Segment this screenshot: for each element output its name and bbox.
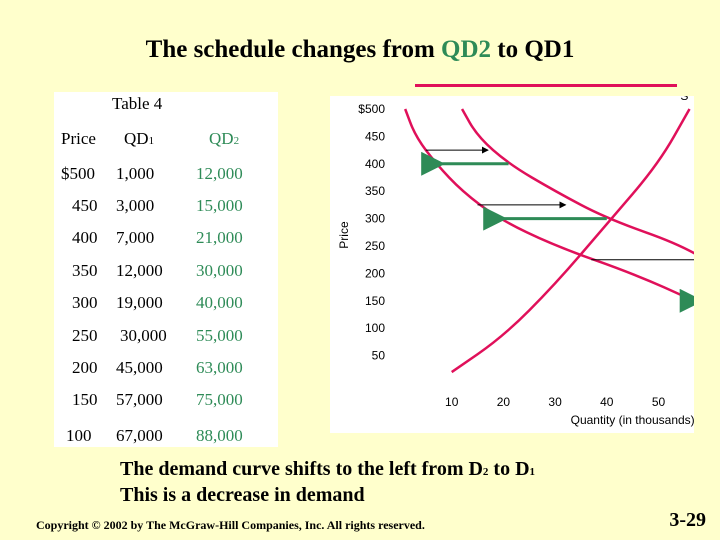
table-cell-price: 100 (66, 426, 92, 445)
x-tick-label: 10 (445, 395, 459, 409)
table-cell-qd1: 7,000 (116, 228, 155, 247)
footer-line-1: The demand curve shifts to the left from… (120, 458, 536, 480)
y-axis-label: Price (337, 221, 351, 249)
table-cell-price: 200 (72, 358, 98, 377)
slide-number: 3-29 (669, 509, 706, 531)
table-cell-price: $500 (61, 164, 95, 183)
table-cell-qd1: 19,000 (116, 293, 163, 312)
table-cell-qd1: 57,000 (116, 390, 163, 409)
title-suffix: to QD1 (491, 36, 575, 63)
y-tick-label: 250 (365, 239, 385, 253)
table-cell-price: 150 (72, 390, 98, 409)
x-tick-label: 20 (497, 395, 511, 409)
table-cell-qd2: 15,000 (196, 196, 243, 215)
table-cell-qd1: 45,000 (116, 358, 163, 377)
y-tick-label: 200 (365, 266, 385, 280)
table-cell-qd1: 1,000 (116, 164, 155, 183)
copyright-notice: Copyright © 2002 by The McGraw-Hill Comp… (36, 518, 425, 532)
title-highlight: QD2 (441, 36, 492, 63)
table-cell-qd2: 55,000 (196, 326, 243, 345)
table-cell-price: 350 (72, 261, 98, 280)
supply-demand-chart: $500 450 400 350 300 250 200 150 100 50 10 20 30 40 50… (337, 96, 694, 427)
supply-curve-label: S (680, 96, 688, 103)
header-qd2: QD2 (209, 129, 240, 148)
header-qd1: QD1 (124, 129, 155, 148)
table-cell-qd2: 21,000 (196, 228, 243, 247)
header-price: Price (61, 129, 96, 148)
demand-curve-d2 (460, 108, 694, 255)
y-tick-label: 350 (365, 184, 385, 198)
table-cell-price: 250 (72, 326, 98, 345)
table-cell-qd2: 30,000 (196, 261, 243, 280)
y-tick-label: 50 (372, 349, 386, 363)
y-tick-label: 150 (365, 294, 385, 308)
table-cell-price: 300 (72, 293, 98, 312)
x-axis-label: Quantity (in thousands) (571, 413, 694, 427)
schedule-table (54, 92, 278, 447)
title-underline (415, 84, 677, 87)
supply-curve (450, 108, 691, 374)
y-tick-label: 100 (365, 321, 385, 335)
footer-line-2: This is a decrease in demand (120, 484, 365, 506)
table-cell-qd1: 67,000 (116, 426, 163, 445)
y-tick-label: 300 (365, 212, 385, 226)
table-cell-qd2: 63,000 (196, 358, 243, 377)
y-tick-label: $500 (358, 102, 385, 116)
y-tick-label: 400 (365, 157, 385, 171)
table-cell-price: 400 (72, 228, 98, 247)
chart-panel: $500 450 400 350 300 250 200 150 100 50 10 20 30 40 50… (330, 96, 694, 433)
table-cell-qd2: 40,000 (196, 293, 243, 312)
x-tick-label: 30 (548, 395, 562, 409)
table-cell-price: 450 (72, 196, 98, 215)
table-cell-qd1: 12,000 (116, 261, 163, 280)
table-caption: Table 4 (112, 94, 163, 113)
y-tick-label: 450 (365, 129, 385, 143)
slide-title: The schedule changes from QD2 to QD1 (0, 36, 720, 64)
table-cell-qd2: 12,000 (196, 164, 243, 183)
x-tick-label: 40 (600, 395, 614, 409)
table-cell-qd1: 30,000 (120, 326, 167, 345)
table-cell-qd2: 75,000 (196, 390, 243, 409)
x-tick-label: 50 (652, 395, 666, 409)
table-cell-qd2: 88,000 (196, 426, 243, 445)
table-cell-qd1: 3,000 (116, 196, 155, 215)
title-prefix: The schedule changes from (145, 36, 442, 63)
